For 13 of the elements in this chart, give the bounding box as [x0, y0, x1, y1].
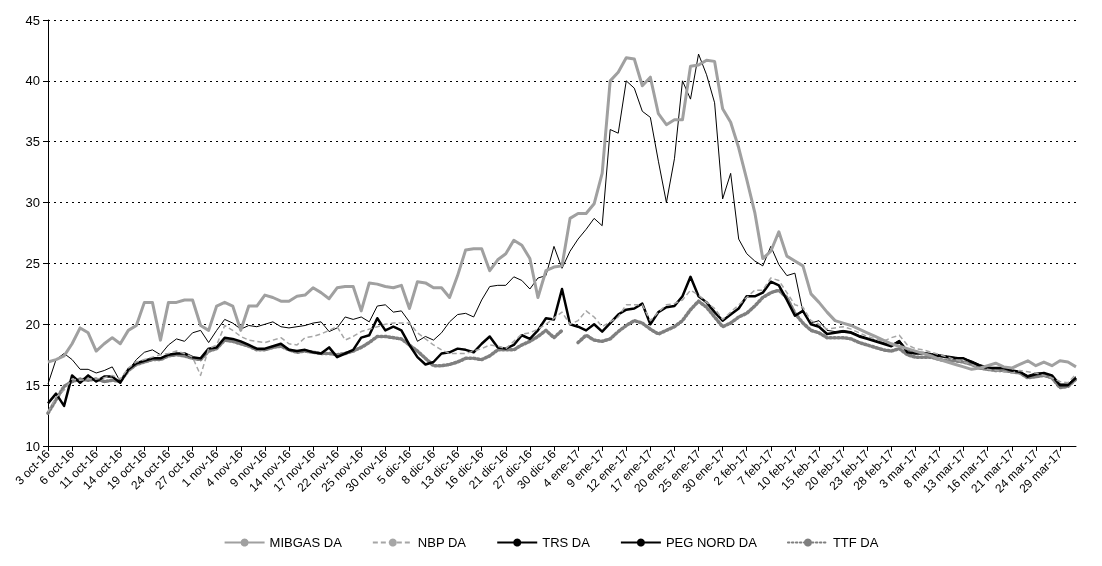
- y-tick-label: 15: [25, 377, 40, 393]
- legend-label: TTF DA: [832, 535, 879, 550]
- legend-label: PEG NORD DA: [665, 535, 758, 550]
- y-tick-label: 20: [25, 316, 40, 332]
- y-tick-label: 45: [25, 12, 40, 28]
- legend-label: NBP DA: [417, 535, 467, 550]
- y-tick-label: 30: [25, 195, 40, 211]
- legend-label: TRS DA: [542, 535, 591, 550]
- legend-label: MIBGAS DA: [269, 535, 343, 550]
- y-tick-label: 10: [25, 438, 40, 454]
- y-tick-label: 40: [25, 73, 40, 89]
- y-tick-label: 25: [25, 255, 40, 271]
- y-tick-label: 35: [25, 134, 40, 150]
